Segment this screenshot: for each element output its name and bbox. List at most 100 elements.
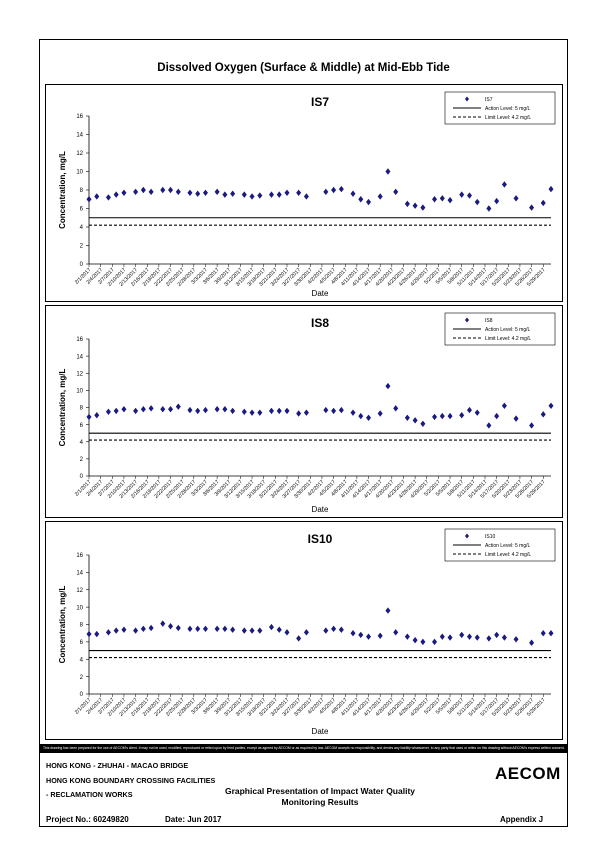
data-point (338, 185, 344, 193)
data-point (466, 192, 472, 199)
data-point (474, 409, 480, 416)
data-point (513, 415, 519, 422)
y-tick-label: 10 (76, 389, 83, 395)
y-tick-label: 14 (76, 133, 83, 139)
y-axis-label: Concentration, mg/L (58, 586, 67, 664)
data-point (140, 625, 146, 633)
y-tick-label: 16 (76, 114, 83, 120)
data-point (202, 189, 208, 196)
legend-entry: Limit Level: 4.2 mg/L (485, 336, 531, 342)
data-point (140, 406, 146, 413)
data-point (420, 638, 426, 646)
project-number: Project No.: 60249820 (46, 815, 129, 824)
chart-panel-is7: IS7 0 2 4 6 8 10 12 14 16 Concentration, mg/L 2/1/2… (45, 84, 563, 302)
chart-title: IS7 (311, 95, 329, 109)
y-tick-label: 8 (80, 623, 84, 629)
data-point (323, 406, 329, 414)
data-point (459, 412, 465, 419)
data-point (447, 196, 453, 204)
footer-center-title-2: Monitoring Results (281, 797, 359, 807)
y-tick-label: 14 (76, 571, 83, 577)
y-tick-label: 0 (80, 262, 84, 268)
aecom-logo: AECOM (495, 764, 561, 783)
data-point (86, 413, 92, 421)
data-point (195, 190, 201, 197)
y-tick-label: 6 (80, 640, 84, 646)
data-point (439, 412, 445, 420)
data-point (501, 181, 507, 188)
data-point (529, 639, 535, 646)
data-point (202, 625, 208, 633)
data-point (412, 202, 418, 209)
data-point (94, 412, 100, 419)
data-point (447, 412, 453, 420)
data-point (548, 402, 554, 409)
data-point (296, 410, 302, 417)
y-tick-label: 2 (80, 675, 84, 681)
y-tick-label: 6 (80, 423, 84, 429)
y-tick-label: 8 (80, 188, 84, 194)
appendix-label: Appendix J (500, 815, 544, 824)
data-point (195, 407, 201, 415)
data-point (133, 188, 139, 196)
data-point (529, 204, 535, 211)
data-point (377, 410, 383, 417)
chart-panel-is8: IS8 0 2 4 6 8 10 12 14 16 Concentration, mg/L 2/1/2… (45, 305, 563, 518)
data-point (377, 193, 383, 200)
legend-entry: IS10 (485, 534, 496, 540)
chart-title: IS10 (308, 532, 333, 546)
y-tick-label: 0 (80, 474, 84, 480)
legend-marker-swatch (465, 533, 469, 539)
y-axis-label: Concentration, mg/L (58, 151, 67, 229)
data-point (214, 406, 220, 413)
chart-panel-is10: IS10 0 2 4 6 8 10 12 14 16 Concentration, mg/L 2/1/… (45, 521, 563, 740)
data-point (540, 199, 546, 207)
data-point (540, 411, 546, 418)
data-point (268, 407, 274, 415)
data-point (540, 629, 546, 637)
data-point (249, 409, 255, 416)
data-point (486, 422, 492, 429)
data-point (113, 407, 119, 415)
data-point (175, 188, 181, 196)
footer-center-title-1: Graphical Presentation of Impact Water Q… (224, 786, 416, 796)
data-point (257, 192, 263, 199)
data-point (303, 409, 309, 416)
data-point (222, 625, 228, 633)
data-point (404, 414, 410, 421)
data-point (474, 634, 480, 641)
disclaimer-bar: This drawing has been prepared for the u… (40, 744, 567, 753)
data-point (105, 408, 111, 415)
data-point (350, 629, 356, 637)
data-point (121, 189, 127, 196)
data-point (303, 193, 309, 200)
data-point (466, 406, 472, 414)
data-point (187, 625, 193, 633)
legend-entry: Action Level: 5 mg/L (485, 106, 531, 112)
data-point (284, 189, 290, 196)
data-point (230, 407, 236, 415)
y-tick-label: 4 (80, 657, 84, 663)
data-point (548, 629, 554, 637)
data-point (230, 190, 236, 197)
y-tick-label: 8 (80, 406, 84, 412)
y-tick-label: 4 (80, 440, 84, 446)
data-point (187, 406, 193, 414)
data-point (222, 406, 228, 413)
data-point (241, 408, 247, 415)
data-point (148, 188, 154, 196)
page-title: Dissolved Oxygen (Surface & Middle) at M… (157, 62, 450, 74)
data-point (548, 185, 554, 193)
data-point (474, 198, 480, 206)
data-point (358, 412, 364, 420)
y-tick-label: 12 (76, 371, 83, 377)
data-point (202, 406, 208, 414)
legend-entry: Action Level: 5 mg/L (485, 327, 531, 333)
data-point (529, 422, 535, 429)
legend-marker-swatch (465, 317, 469, 323)
data-point (420, 420, 426, 427)
data-point (447, 634, 453, 641)
